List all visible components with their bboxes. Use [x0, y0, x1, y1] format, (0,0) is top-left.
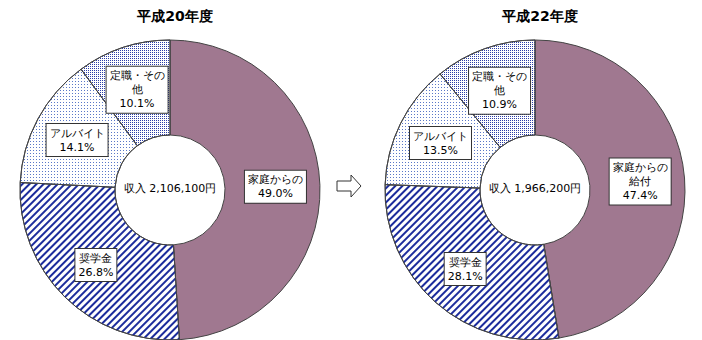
svg-text:平成22年度: 平成22年度: [501, 8, 577, 24]
svg-text:家庭からの: 家庭からの: [248, 173, 303, 186]
svg-text:10.1%: 10.1%: [120, 97, 155, 110]
svg-text:26.8%: 26.8%: [78, 266, 113, 279]
svg-text:奨学金: 奨学金: [79, 252, 112, 265]
svg-text:28.1%: 28.1%: [448, 270, 483, 283]
svg-text:収入 1,966,200円: 収入 1,966,200円: [489, 182, 581, 195]
svg-text:給付: 給付: [628, 175, 651, 188]
svg-text:49.0%: 49.0%: [258, 187, 293, 200]
svg-text:14.1%: 14.1%: [60, 141, 95, 154]
svg-text:定職・その: 定職・その: [110, 69, 165, 82]
svg-text:奨学金: 奨学金: [449, 256, 482, 269]
svg-text:13.5%: 13.5%: [423, 144, 458, 157]
svg-text:47.4%: 47.4%: [623, 189, 658, 202]
svg-text:他: 他: [132, 83, 143, 96]
svg-text:平成20年度: 平成20年度: [136, 8, 212, 24]
svg-text:他: 他: [494, 84, 505, 97]
svg-text:10.9%: 10.9%: [482, 98, 517, 111]
svg-text:収入 2,106,100円: 収入 2,106,100円: [124, 182, 216, 195]
svg-text:アルバイト: アルバイト: [413, 130, 468, 143]
svg-text:アルバイト: アルバイト: [50, 127, 105, 140]
svg-text:家庭からの: 家庭からの: [613, 161, 668, 174]
svg-text:定職・その: 定職・その: [472, 70, 527, 83]
